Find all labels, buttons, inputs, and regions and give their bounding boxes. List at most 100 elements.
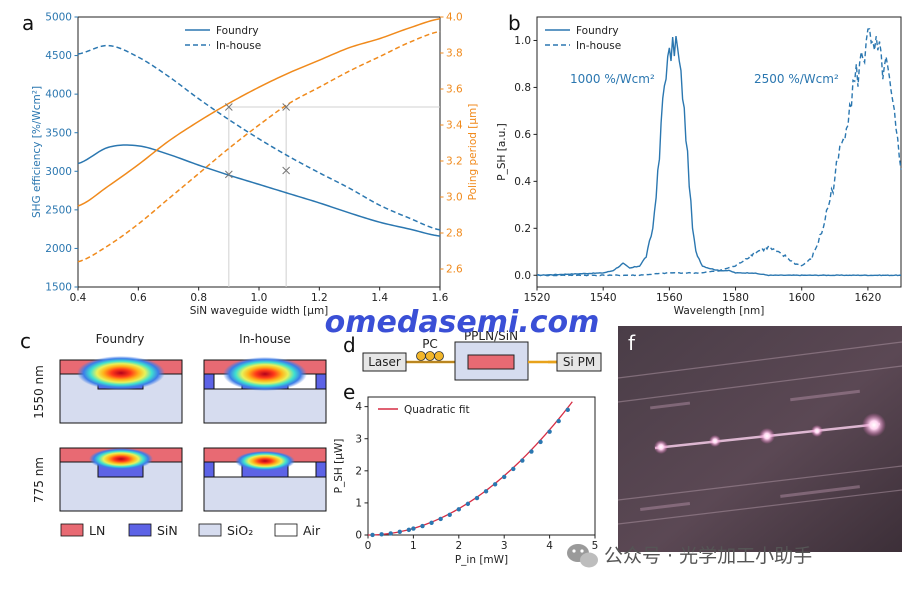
watermark-text: omedasemi.com: [325, 305, 600, 340]
data-point: [474, 495, 480, 501]
data-point: [483, 489, 489, 494]
y-tick-label: 0: [355, 530, 362, 542]
pc-paddle-icon: [416, 351, 426, 361]
legend-label-foundry: Foundry: [576, 25, 619, 37]
mode-foundry-775: [59, 447, 183, 512]
x-tick-label: 1600: [788, 292, 815, 304]
y2-tick-label: 3.8: [446, 48, 463, 60]
x-tick-label: 1540: [590, 292, 617, 304]
detector-label: Si PM: [563, 355, 595, 369]
panel-label-c: c: [20, 329, 31, 353]
data-point: [565, 407, 570, 413]
data-point: [456, 507, 461, 512]
y2-tick-label: 4.0: [446, 12, 463, 24]
plot-frame: [77, 16, 441, 288]
data-point: [465, 501, 471, 507]
mode-inhouse-1550: [203, 357, 327, 424]
panel-label-e: e: [343, 380, 355, 404]
data-point: [511, 466, 516, 472]
panel-b-chart: 1520 1540 1560 1580 1600 1620 0.0 0.2 0.4 0.6 0.8 1…: [496, 16, 902, 317]
y2-tick-label: 2.8: [446, 228, 463, 240]
panel-a-chart: 0.4 0.6 0.8 1.0 1.2 1.4 1.6 1500 2000 2500 3000 350…: [31, 12, 479, 317]
x-tick-label: 1580: [722, 292, 749, 304]
x-axis-label: P_in [mW]: [455, 554, 508, 566]
mode-inhouse-775: [203, 447, 327, 512]
x-tick-label: 1.4: [371, 292, 388, 304]
data-point: [420, 523, 425, 529]
legend-swatch-sin: [128, 523, 152, 537]
y2-tick-label: 3.2: [446, 156, 463, 168]
x-tick-label: 0.4: [70, 292, 87, 304]
legend-sio2: SiO₂: [227, 523, 253, 538]
legend-swatch-sio2: [198, 523, 222, 537]
series-line-right-in-house: [77, 30, 441, 263]
y-tick-label: 5000: [45, 12, 72, 24]
x-tick-label: 1560: [656, 292, 683, 304]
panel-c-col-inhouse: In-house: [239, 332, 291, 346]
x-marker: [282, 103, 291, 111]
y-tick-label: 2: [355, 465, 362, 477]
x-tick-label: 1: [410, 540, 417, 552]
laser-label: Laser: [368, 355, 401, 369]
x-axis-label: SiN waveguide width [μm]: [190, 305, 329, 317]
y2-tick-label: 3.0: [446, 192, 463, 204]
y-tick-label: 0.2: [514, 223, 531, 235]
y-tick-label: 0.0: [514, 270, 531, 282]
y-axis-label: SHG efficiency [%/Wcm²]: [31, 86, 43, 218]
plot-frame: [367, 396, 596, 536]
x-tick-label: 1520: [524, 292, 551, 304]
legend-swatch-air: [274, 523, 298, 537]
data-point: [388, 531, 393, 536]
panel-c-row-1550: 1550 nm: [32, 365, 46, 419]
x-marker: [224, 170, 233, 179]
y-tick-label: 1: [355, 498, 362, 510]
x-marker: [224, 103, 233, 111]
panel-label-a: a: [22, 11, 34, 35]
y-tick-label: 2500: [45, 204, 72, 216]
data-point: [411, 526, 416, 531]
x-tick-label: 1620: [855, 292, 882, 304]
legend-label-inhouse: In-house: [576, 40, 621, 52]
data-point: [438, 516, 443, 522]
x-tick-label: 3: [501, 540, 508, 552]
y2-tick-label: 3.6: [446, 84, 463, 96]
data-point: [556, 418, 561, 424]
legend-label-fit: Quadratic fit: [404, 404, 470, 416]
legend-label-inhouse: In-house: [216, 40, 261, 52]
y-tick-label: 0.8: [514, 82, 531, 94]
y-axis-label: P_SH [a.u.]: [496, 123, 508, 180]
y-tick-label: 4000: [45, 89, 72, 101]
legend-swatch-ln: [60, 523, 84, 537]
x-tick-label: 0: [365, 540, 372, 552]
y-tick-label: 4500: [45, 50, 72, 62]
y-axis-label: P_SH [μW]: [333, 439, 345, 494]
x-tick-label: 5: [592, 540, 599, 552]
y2-tick-label: 3.4: [446, 120, 463, 132]
wechat-icon: [567, 544, 598, 568]
x-marker: [282, 166, 291, 175]
legend-air: Air: [303, 523, 321, 538]
plot-frame: [536, 16, 902, 288]
chip-box: [454, 341, 529, 381]
data-point: [538, 439, 543, 445]
pc-paddle-icon: [434, 351, 444, 361]
y-tick-label: 0.4: [514, 176, 531, 188]
y-tick-label: 3: [355, 433, 362, 445]
data-point: [502, 474, 507, 480]
chip-photo: [617, 326, 903, 552]
x-tick-label: 1.6: [432, 292, 449, 304]
y-tick-label: 1.0: [514, 35, 531, 47]
setup-diagram: Laser PC PPLN/SiN Si PM: [362, 329, 602, 381]
footer-account-name: 公众号 · 光学加工小助手: [604, 545, 812, 567]
data-point: [379, 532, 384, 537]
chip-label: PPLN/SiN: [464, 329, 518, 343]
legend-sin: SiN: [157, 523, 178, 538]
panel-e-chart: 0 1 2 3 4 5 0 1 2 3 4 Quadratic fit P_in [mW] P_SH [μ…: [333, 396, 599, 566]
panel-label-b: b: [508, 11, 521, 35]
y-tick-label: 4: [355, 401, 362, 413]
annotation-foundry: 1000 %/Wcm²: [570, 72, 655, 86]
panel-label-d: d: [343, 333, 356, 357]
y-tick-label: 1500: [45, 282, 72, 294]
data-point: [529, 449, 534, 454]
